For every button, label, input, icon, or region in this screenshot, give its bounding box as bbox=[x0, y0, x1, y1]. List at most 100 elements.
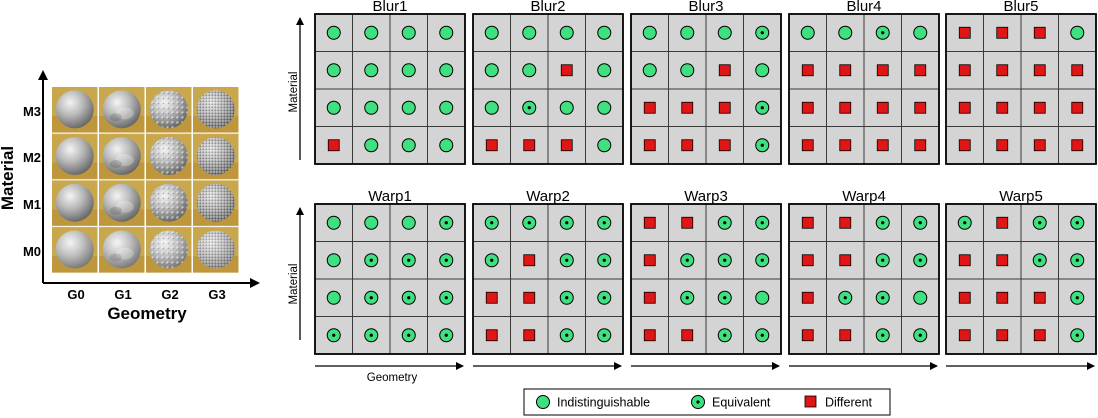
panel-warp5: Warp5 bbox=[945, 188, 1097, 355]
marker-equivalent bbox=[1070, 215, 1085, 230]
panel-frame bbox=[788, 13, 940, 165]
matrix-axes: Material Material Geometry bbox=[288, 17, 1095, 384]
marker-equivalent bbox=[401, 328, 416, 343]
legend-indistinguishable-marker bbox=[536, 395, 550, 409]
sphere-m3-g0 bbox=[52, 87, 98, 133]
panel-title: Blur3 bbox=[688, 0, 723, 15]
marker-different bbox=[958, 329, 971, 342]
marker-equivalent bbox=[439, 328, 454, 343]
panel-frame bbox=[314, 13, 466, 165]
marker-equivalent bbox=[559, 290, 574, 305]
panel-frame bbox=[630, 13, 782, 165]
marker-indistinguishable bbox=[401, 25, 416, 40]
marker-equivalent bbox=[401, 290, 416, 305]
panel-title: Warp5 bbox=[999, 188, 1043, 205]
panel-blur4: Blur4 bbox=[788, 0, 940, 165]
marker-different bbox=[801, 329, 814, 342]
marker-different bbox=[1071, 101, 1084, 114]
marker-different bbox=[801, 291, 814, 304]
marker-equivalent bbox=[680, 253, 695, 268]
top-row-y-label: Material bbox=[288, 72, 300, 113]
marker-different bbox=[839, 139, 852, 152]
marker-different bbox=[1033, 101, 1046, 114]
marker-equivalent bbox=[913, 253, 928, 268]
marker-different bbox=[1071, 64, 1084, 77]
marker-indistinguishable bbox=[755, 63, 770, 78]
marker-equivalent bbox=[755, 253, 770, 268]
panel-title: Blur1 bbox=[372, 0, 407, 15]
sphere-m3-g1 bbox=[99, 87, 145, 133]
marker-different bbox=[718, 64, 731, 77]
marker-equivalent bbox=[957, 215, 972, 230]
marker-different bbox=[876, 101, 889, 114]
marker-indistinguishable bbox=[401, 215, 416, 230]
marker-equivalent bbox=[1070, 290, 1085, 305]
marker-different bbox=[485, 139, 498, 152]
marker-different bbox=[643, 254, 656, 267]
marker-equivalent bbox=[680, 290, 695, 305]
marker-indistinguishable bbox=[364, 63, 379, 78]
marker-different bbox=[839, 216, 852, 229]
marker-equivalent bbox=[439, 253, 454, 268]
marker-indistinguishable bbox=[755, 290, 770, 305]
marker-different bbox=[801, 254, 814, 267]
row-label-m2: M2 bbox=[23, 150, 41, 165]
sphere-figure: Material Geometry M3 M2 M1 M0 G0 G1 G2 G… bbox=[0, 70, 260, 323]
left-x-label: Geometry bbox=[107, 304, 187, 323]
marker-indistinguishable bbox=[439, 100, 454, 115]
panel-title: Warp4 bbox=[842, 188, 886, 205]
marker-equivalent bbox=[484, 253, 499, 268]
marker-different bbox=[876, 139, 889, 152]
marker-different bbox=[718, 139, 731, 152]
marker-equivalent bbox=[597, 328, 612, 343]
row-label-m0: M0 bbox=[23, 244, 41, 259]
marker-different bbox=[914, 64, 927, 77]
marker-equivalent bbox=[522, 100, 537, 115]
marker-equivalent bbox=[717, 215, 732, 230]
marker-different bbox=[801, 64, 814, 77]
legend-different-marker bbox=[804, 395, 817, 408]
marker-different bbox=[801, 216, 814, 229]
marker-equivalent bbox=[913, 215, 928, 230]
marker-different bbox=[839, 101, 852, 114]
col-label-g1: G1 bbox=[114, 287, 131, 302]
marker-different bbox=[643, 101, 656, 114]
marker-different bbox=[1033, 329, 1046, 342]
sphere-m0-g1 bbox=[99, 227, 145, 273]
panel-blur1: Blur1 bbox=[314, 0, 466, 165]
marker-different bbox=[914, 139, 927, 152]
marker-equivalent bbox=[522, 215, 537, 230]
sphere-m2-g0 bbox=[52, 133, 98, 180]
matrix-panels: Blur1 Blur2 Blur3 Blur4 Blur5 Warp1 Warp2 Warp3… bbox=[314, 0, 1097, 355]
marker-equivalent bbox=[838, 290, 853, 305]
marker-different bbox=[876, 64, 889, 77]
sphere-m1-g1 bbox=[99, 180, 145, 227]
marker-different bbox=[801, 139, 814, 152]
panel-frame bbox=[788, 203, 940, 355]
marker-different bbox=[485, 291, 498, 304]
panel-frame bbox=[945, 203, 1097, 355]
marker-indistinguishable bbox=[326, 253, 341, 268]
marker-indistinguishable bbox=[364, 100, 379, 115]
panel-frame bbox=[314, 203, 466, 355]
marker-different bbox=[1071, 139, 1084, 152]
marker-equivalent bbox=[597, 215, 612, 230]
marker-different bbox=[996, 216, 1009, 229]
marker-indistinguishable bbox=[717, 25, 732, 40]
sphere-m1-g0 bbox=[52, 180, 98, 227]
matrix-x-label: Geometry bbox=[367, 372, 418, 384]
marker-different bbox=[1033, 64, 1046, 77]
marker-equivalent bbox=[875, 328, 890, 343]
marker-indistinguishable bbox=[597, 25, 612, 40]
legend-equivalent-label: Equivalent bbox=[712, 396, 771, 410]
marker-different bbox=[1033, 139, 1046, 152]
marker-different bbox=[560, 64, 573, 77]
panel-warp1: Warp1 bbox=[314, 188, 466, 355]
marker-different bbox=[996, 291, 1009, 304]
marker-equivalent bbox=[364, 253, 379, 268]
marker-indistinguishable bbox=[913, 290, 928, 305]
marker-equivalent bbox=[484, 215, 499, 230]
marker-indistinguishable bbox=[326, 215, 341, 230]
marker-different bbox=[560, 139, 573, 152]
